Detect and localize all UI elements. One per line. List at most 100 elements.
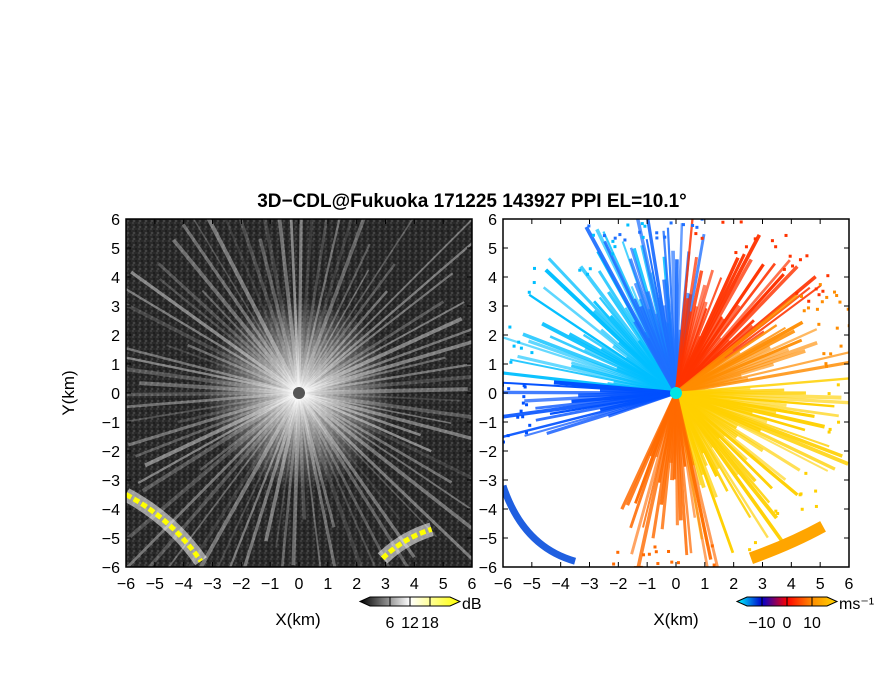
velocity-dot xyxy=(517,340,521,344)
velocity-ray xyxy=(674,293,799,395)
colorbar-unit: ms⁻¹ xyxy=(839,596,874,613)
velocity-ray xyxy=(633,320,678,394)
velocity-dot xyxy=(820,300,824,304)
y-tick-label: −3 xyxy=(102,473,120,490)
velocity-dot xyxy=(836,383,840,387)
y-tick-label: −5 xyxy=(102,531,120,548)
velocity-dot xyxy=(623,238,627,242)
velocity-dot xyxy=(770,239,774,243)
velocity-dot xyxy=(647,552,651,556)
x-tick-label: 3 xyxy=(758,576,767,593)
y-tick-label: −5 xyxy=(479,531,497,548)
velocity-dot xyxy=(525,403,529,407)
velocity-ray xyxy=(674,392,719,567)
x-tick-label: 2 xyxy=(352,576,361,593)
y-tick-label: −2 xyxy=(479,444,497,461)
x-tick-label: −1 xyxy=(638,576,656,593)
x-tick-label: −4 xyxy=(552,576,570,593)
x-axis-title-right: X(km) xyxy=(653,610,698,629)
velocity-dot xyxy=(503,440,505,444)
velocity-dot xyxy=(795,291,799,295)
velocity-dot xyxy=(721,220,725,224)
velocity-dot xyxy=(616,550,620,554)
velocity-dot xyxy=(711,569,714,572)
colorbar-tick-label: 18 xyxy=(421,615,439,632)
x-tick-label: −5 xyxy=(523,576,541,593)
x-tick-label: −6 xyxy=(494,576,512,593)
y-tick-label: 2 xyxy=(111,328,120,345)
velocity-dot xyxy=(519,409,523,413)
velocity-dot xyxy=(588,267,592,271)
velocity-dot xyxy=(613,236,617,240)
velocity-dot xyxy=(613,245,617,249)
velocity-dot xyxy=(586,272,590,276)
velocity-dot xyxy=(486,403,489,406)
y-tick-label: −2 xyxy=(102,444,120,461)
velocity-dot xyxy=(700,236,704,240)
velocity-dot xyxy=(694,232,698,236)
velocity-dot xyxy=(710,544,714,548)
velocity-dot xyxy=(817,322,821,326)
x-tick-label: −3 xyxy=(580,576,598,593)
velocity-dot xyxy=(744,245,748,249)
y-tick-label: 2 xyxy=(488,328,497,345)
velocity-dots xyxy=(486,214,865,583)
y-tick-label: 4 xyxy=(488,270,497,287)
x-tick-label: −2 xyxy=(232,576,250,593)
velocity-dot xyxy=(670,560,674,564)
x-tick-label: −2 xyxy=(609,576,627,593)
velocity-dot xyxy=(509,360,513,364)
velocity-dot xyxy=(716,573,719,576)
velocity-dot xyxy=(507,387,511,391)
velocity-dot xyxy=(862,357,865,360)
velocity-dot xyxy=(564,287,568,291)
velocity-dot xyxy=(614,214,617,217)
x-tick-label: 3 xyxy=(381,576,390,593)
velocity-dot xyxy=(753,541,757,545)
velocity-dot xyxy=(602,234,606,238)
velocity-dot xyxy=(814,504,818,508)
velocity-dot xyxy=(522,384,526,388)
velocity-dot xyxy=(691,223,695,227)
velocity-dot xyxy=(824,364,828,368)
velocity-dot xyxy=(804,471,808,475)
axes: −6 −5 −4 −3 −2 −1 0 1 2 3 4 5 6 −6 −5 −4 −3 −2 −1 0 1 2 3 4 5 6 xyxy=(479,212,854,593)
colorbar-tick-label: 6 xyxy=(386,615,395,632)
y-tick-label: 1 xyxy=(111,357,120,374)
velocity-dot xyxy=(814,287,818,291)
velocity-dot xyxy=(691,574,694,577)
velocity-dot xyxy=(824,362,828,366)
x-tick-label: 0 xyxy=(672,576,681,593)
echo-band xyxy=(126,492,204,563)
velocity-dot xyxy=(833,290,837,294)
velocity-dot xyxy=(640,222,644,226)
velocity-dot xyxy=(638,230,642,234)
radar-site-marker xyxy=(670,387,682,399)
velocity-dot xyxy=(818,283,822,287)
velocity-dot xyxy=(530,351,534,355)
y-tick-label: 0 xyxy=(488,386,497,403)
echo-band xyxy=(503,484,577,565)
velocity-dot xyxy=(718,580,721,583)
velocity-dot xyxy=(641,235,645,239)
velocity-dot xyxy=(721,575,724,578)
velocity-dot xyxy=(837,420,841,424)
velocity-dot xyxy=(655,231,659,235)
y-tick-label: 3 xyxy=(111,299,120,316)
velocity-dot xyxy=(578,268,582,272)
velocity-dot xyxy=(805,254,809,258)
velocity-dot xyxy=(591,233,595,237)
y-tick-label: 6 xyxy=(111,212,120,229)
velocity-dot xyxy=(802,309,806,313)
velocity-dot xyxy=(829,352,833,356)
velocity-dot xyxy=(700,219,704,221)
velocity-ray xyxy=(607,391,677,418)
y-tick-label: 5 xyxy=(488,241,497,258)
velocity-dot xyxy=(800,507,804,511)
velocity-dot xyxy=(815,307,819,311)
velocity-dot xyxy=(753,237,757,241)
intensity-panel: −6 −5 −4 −3 −2 −1 0 1 2 3 4 5 6 −6 −5 −4 −3 −2 −1 0 1 2 3 4 5 6 xyxy=(102,212,477,593)
x-tick-label: −5 xyxy=(146,576,164,593)
velocity-dot xyxy=(711,577,714,580)
velocity-dot xyxy=(611,239,615,243)
